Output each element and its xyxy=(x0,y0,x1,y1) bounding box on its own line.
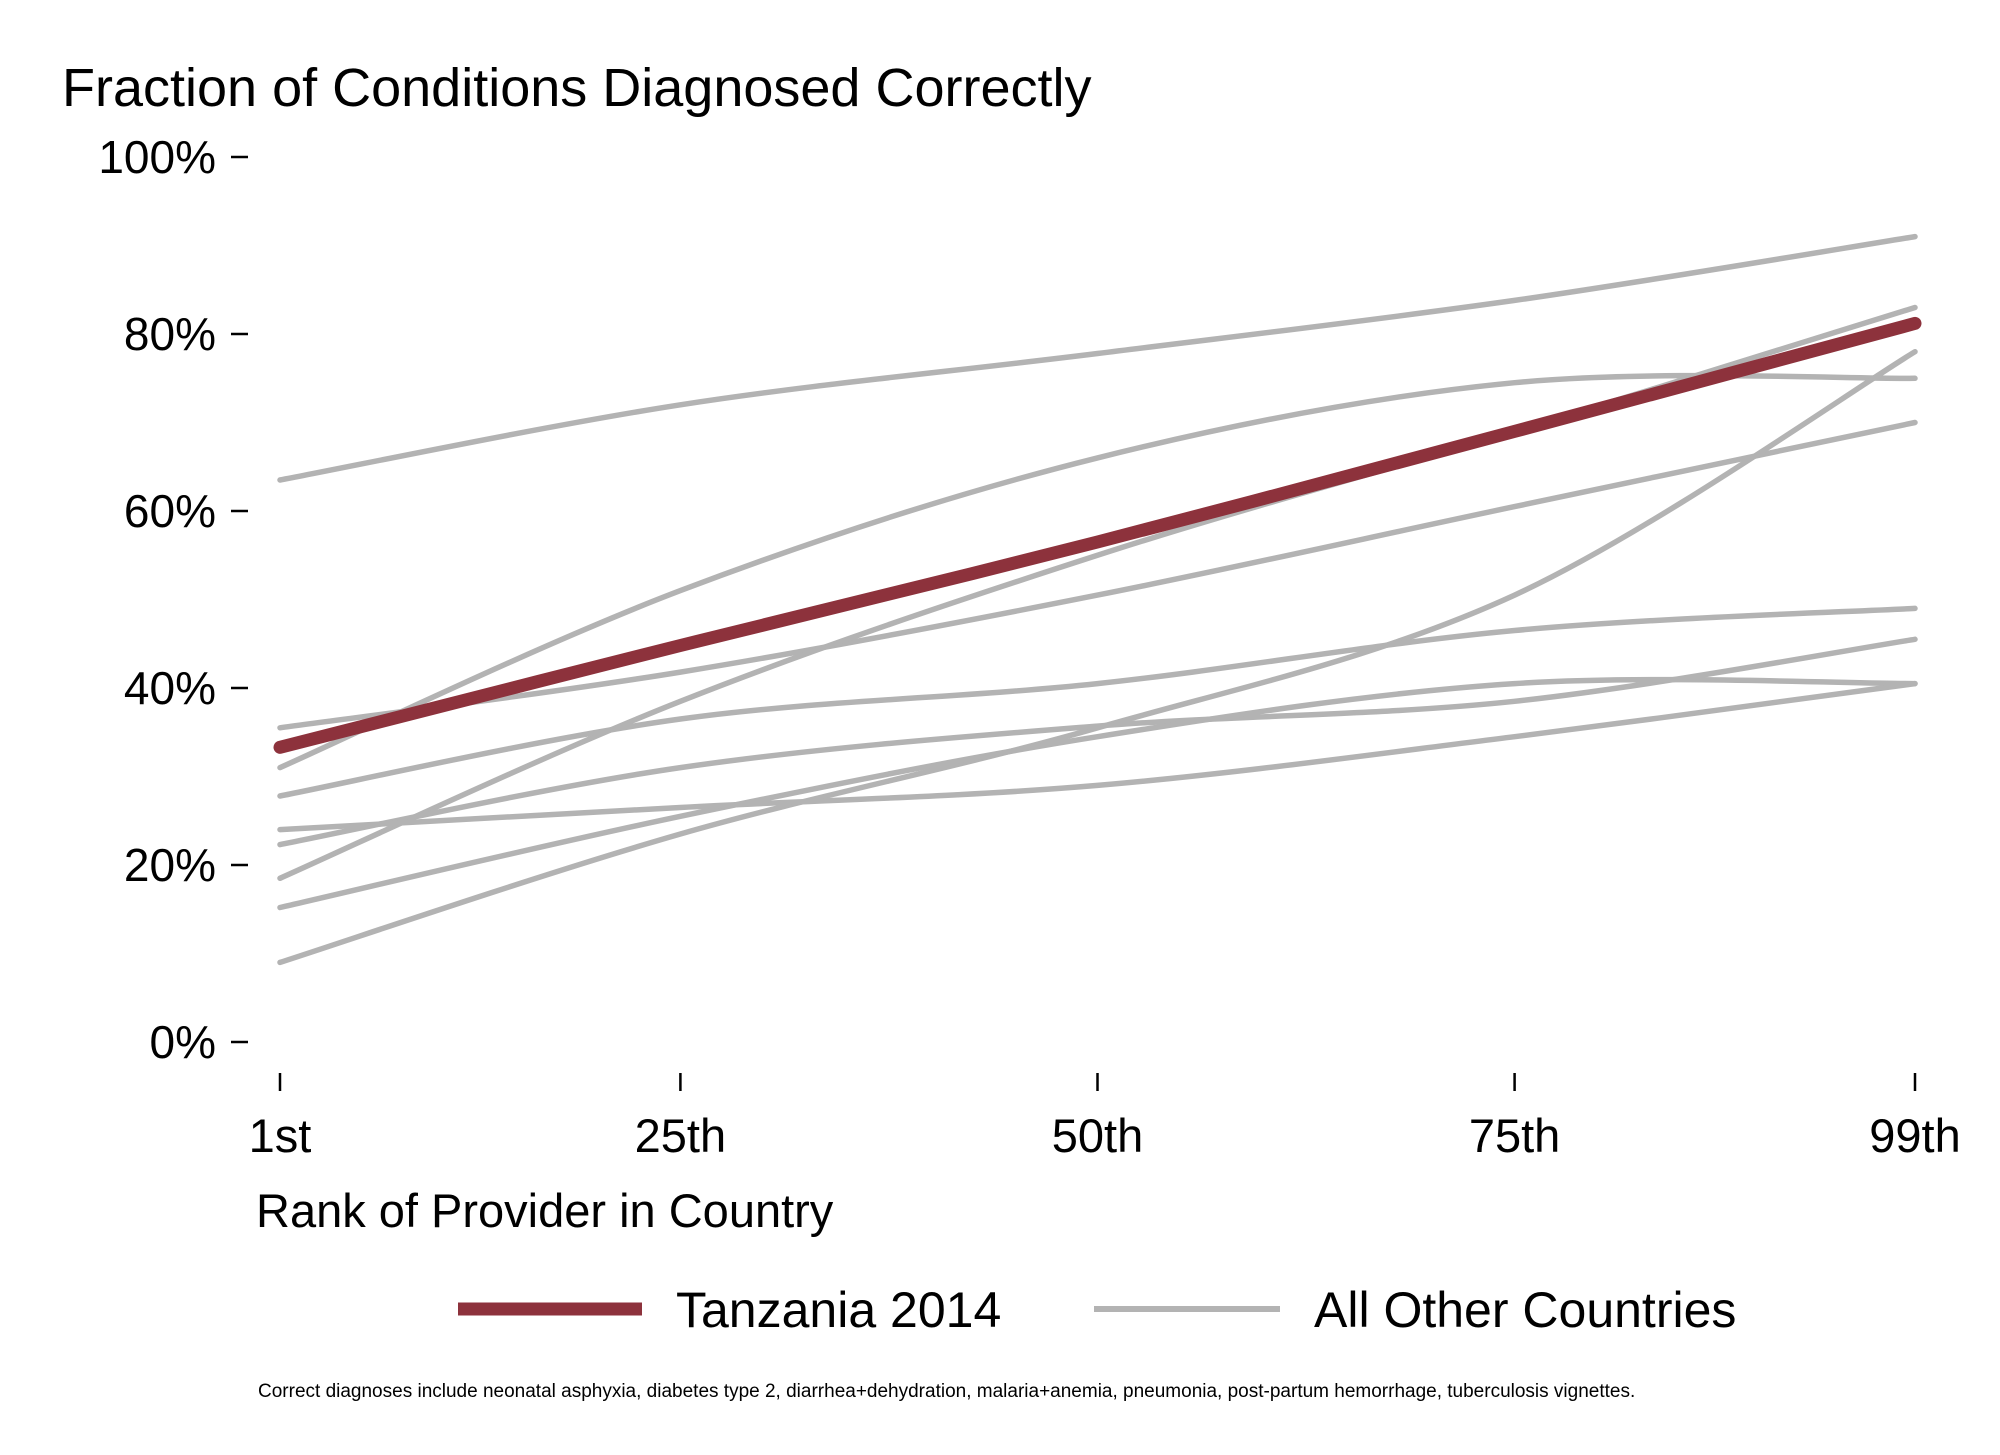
tanzania-2014-line xyxy=(273,316,1922,754)
x-tick-label: 99th xyxy=(1869,1109,1960,1162)
tanzania-series-group xyxy=(273,316,1922,754)
chart-footnote: Correct diagnoses include neonatal asphy… xyxy=(258,1381,1635,1402)
x-axis: 1st 25th 50th 75th 99th xyxy=(249,1073,1961,1162)
legend: Tanzania 2014 All Other Countries xyxy=(458,1282,1736,1338)
y-tick-label: 80% xyxy=(124,308,216,360)
y-tick-label: 20% xyxy=(124,839,216,891)
y-tick-label: 40% xyxy=(124,662,216,714)
y-axis: 0% 20% 40% 60% 80% 100% xyxy=(98,131,248,1068)
other-country-line xyxy=(277,372,1918,771)
legend-label-tanzania: Tanzania 2014 xyxy=(676,1282,1001,1338)
other-country-line xyxy=(277,680,1918,833)
other-country-line xyxy=(277,233,1918,483)
other-country-line xyxy=(277,419,1918,731)
x-tick-label: 1st xyxy=(249,1109,312,1162)
other-countries-series-group xyxy=(277,233,1918,966)
legend-label-other-countries: All Other Countries xyxy=(1314,1282,1736,1338)
chart-title: Fraction of Conditions Diagnosed Correct… xyxy=(62,58,1091,118)
x-tick-label: 75th xyxy=(1469,1109,1560,1162)
y-tick-label: 0% xyxy=(150,1016,216,1068)
x-tick-label: 25th xyxy=(635,1109,726,1162)
y-tick-label: 100% xyxy=(98,131,216,183)
other-country-line xyxy=(277,605,1918,799)
x-tick-label: 50th xyxy=(1052,1109,1143,1162)
y-tick-label: 60% xyxy=(124,485,216,537)
other-country-line xyxy=(277,676,1918,911)
x-axis-label: Rank of Provider in Country xyxy=(256,1184,834,1237)
